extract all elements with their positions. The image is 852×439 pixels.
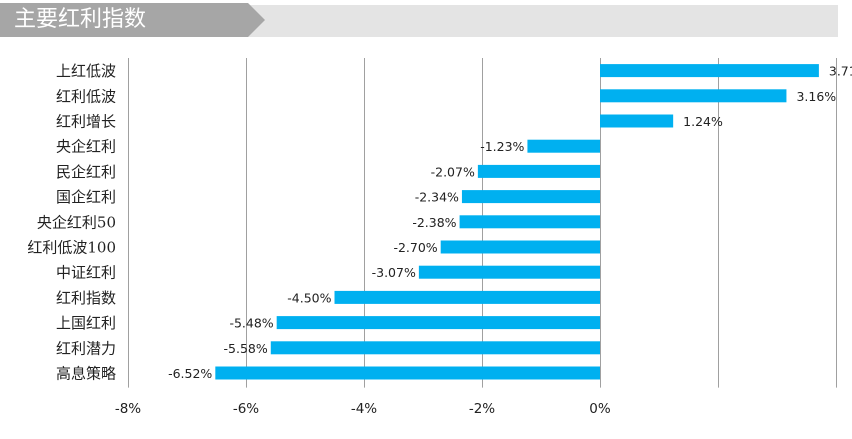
bar (461, 190, 600, 204)
value-label: -2.38% (412, 215, 456, 230)
value-label: 3.71% (829, 64, 852, 79)
value-label: 1.24% (683, 114, 723, 129)
bars (215, 64, 819, 380)
bar (600, 64, 819, 78)
bar (600, 89, 787, 103)
category-label: 上国红利 (56, 314, 116, 332)
category-label: 红利低波 (56, 87, 116, 105)
value-label: -3.07% (372, 265, 416, 280)
value-labels: 3.71% 3.16% 1.24% -1.23% -2.07% -2.34% -2.38% -… (168, 64, 852, 381)
value-label: -2.07% (431, 164, 475, 179)
category-label: 红利低波100 (27, 239, 116, 257)
value-label: -1.23% (480, 139, 524, 154)
x-tick-label: -4% (351, 401, 377, 417)
x-tick-label: -2% (469, 401, 495, 417)
value-label: -4.50% (287, 290, 331, 305)
bar (477, 164, 600, 178)
bar (527, 139, 600, 153)
category-label: 中证红利 (56, 264, 116, 282)
value-label: -5.48% (229, 316, 273, 331)
bar (459, 215, 600, 229)
value-label: -5.58% (224, 341, 268, 356)
category-label: 民企红利 (56, 163, 116, 181)
x-tick-label: 0% (589, 401, 611, 417)
category-label: 央企红利 (56, 138, 116, 156)
value-label: -2.34% (415, 190, 459, 205)
title-banner (0, 3, 838, 37)
x-tick-label: -6% (233, 401, 259, 417)
bar (276, 316, 600, 330)
category-label: 红利指数 (56, 289, 116, 307)
value-label: -6.52% (168, 366, 212, 381)
title-banner-dark (0, 3, 265, 37)
bar (440, 240, 600, 254)
bar (600, 114, 674, 128)
x-tick-label: -8% (115, 401, 141, 417)
category-label: 高息策略 (56, 365, 116, 383)
value-label: 3.16% (796, 89, 836, 104)
chart-title: 主要红利指数 (14, 7, 147, 32)
bar (215, 366, 600, 380)
category-label: 国企红利 (56, 188, 116, 206)
x-axis-tick-labels: -8% -6% -4% -2% 0% (115, 401, 611, 417)
category-label: 红利潜力 (56, 339, 116, 357)
value-label: -2.70% (393, 240, 437, 255)
category-label: 上红低波 (56, 62, 116, 80)
category-label: 红利增长 (56, 113, 116, 131)
bar (418, 265, 600, 279)
category-label: 央企红利50 (37, 213, 116, 231)
bar (270, 341, 600, 355)
bar (334, 290, 600, 304)
